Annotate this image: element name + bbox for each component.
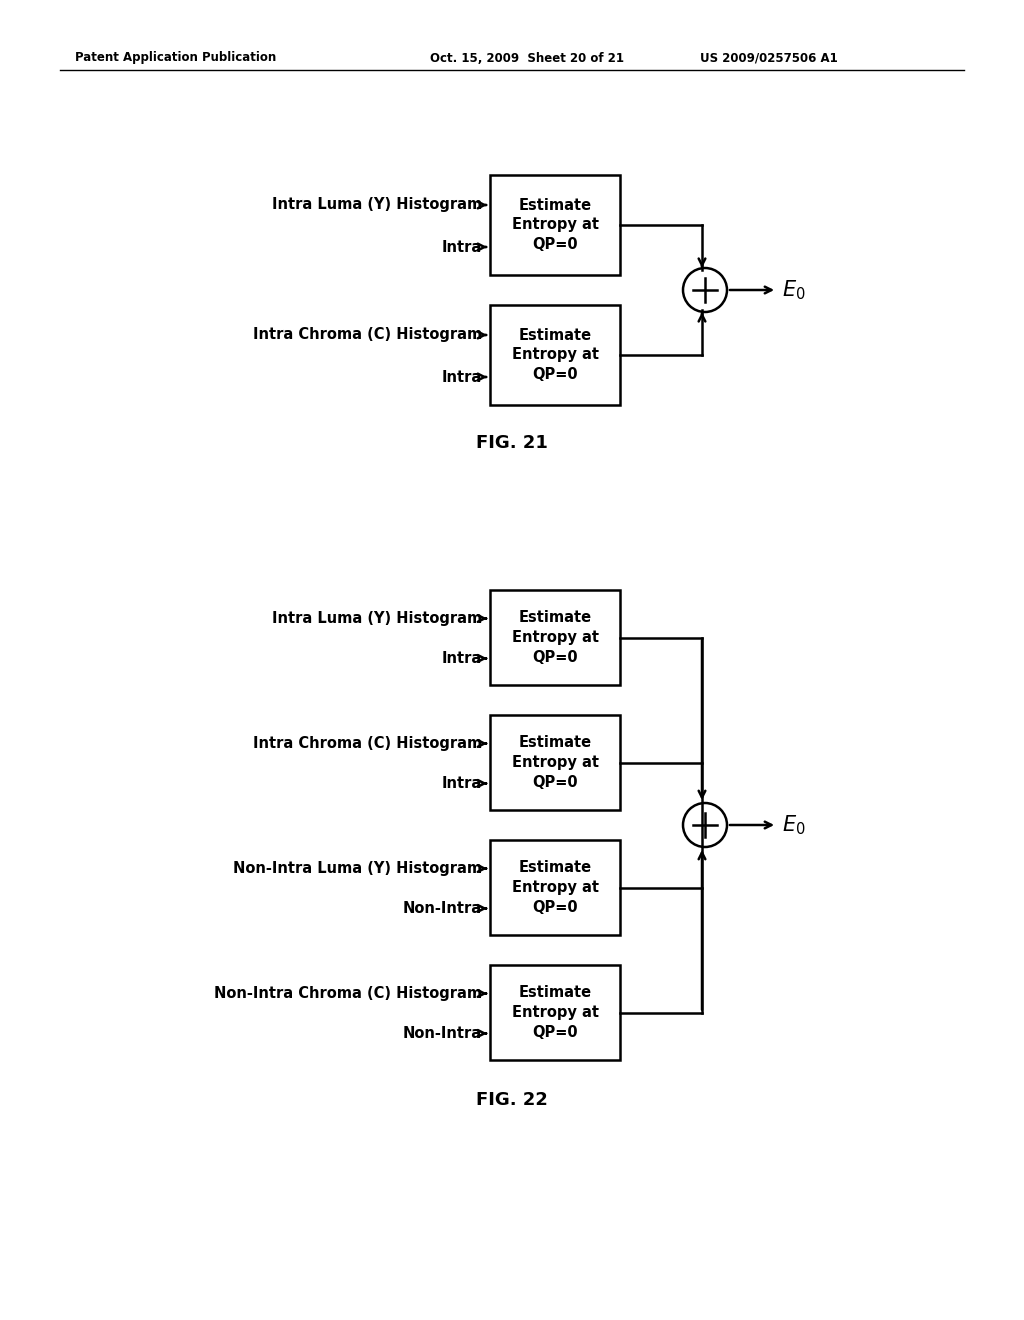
Text: Intra: Intra <box>441 651 482 665</box>
Text: Intra: Intra <box>441 776 482 791</box>
Text: Intra: Intra <box>441 370 482 384</box>
Text: Estimate
Entropy at
QP=0: Estimate Entropy at QP=0 <box>512 735 598 789</box>
Text: Oct. 15, 2009  Sheet 20 of 21: Oct. 15, 2009 Sheet 20 of 21 <box>430 51 624 65</box>
Text: Non-Intra Luma (Y) Histogram: Non-Intra Luma (Y) Histogram <box>232 861 482 876</box>
Text: $E_0$: $E_0$ <box>782 813 806 837</box>
Text: US 2009/0257506 A1: US 2009/0257506 A1 <box>700 51 838 65</box>
Bar <box>490 965 620 1060</box>
Text: Non-Intra Chroma (C) Histogram: Non-Intra Chroma (C) Histogram <box>214 986 482 1001</box>
Text: Estimate
Entropy at
QP=0: Estimate Entropy at QP=0 <box>512 327 598 383</box>
Text: FIG. 22: FIG. 22 <box>476 1092 548 1109</box>
Bar <box>490 305 620 405</box>
Text: Non-Intra: Non-Intra <box>402 900 482 916</box>
Text: Estimate
Entropy at
QP=0: Estimate Entropy at QP=0 <box>512 985 598 1040</box>
Text: Estimate
Entropy at
QP=0: Estimate Entropy at QP=0 <box>512 610 598 665</box>
Bar <box>490 840 620 935</box>
Text: Patent Application Publication: Patent Application Publication <box>75 51 276 65</box>
Text: Intra Chroma (C) Histogram: Intra Chroma (C) Histogram <box>253 737 482 751</box>
Text: Estimate
Entropy at
QP=0: Estimate Entropy at QP=0 <box>512 861 598 915</box>
Text: Intra Luma (Y) Histogram: Intra Luma (Y) Histogram <box>271 611 482 626</box>
Text: Intra: Intra <box>441 239 482 255</box>
Bar <box>490 715 620 810</box>
Text: FIG. 21: FIG. 21 <box>476 434 548 451</box>
Text: Estimate
Entropy at
QP=0: Estimate Entropy at QP=0 <box>512 198 598 252</box>
Text: Intra Chroma (C) Histogram: Intra Chroma (C) Histogram <box>253 327 482 342</box>
Bar <box>490 590 620 685</box>
Text: Intra Luma (Y) Histogram: Intra Luma (Y) Histogram <box>271 198 482 213</box>
Bar <box>490 176 620 275</box>
Text: Non-Intra: Non-Intra <box>402 1026 482 1041</box>
Text: $E_0$: $E_0$ <box>782 279 806 302</box>
